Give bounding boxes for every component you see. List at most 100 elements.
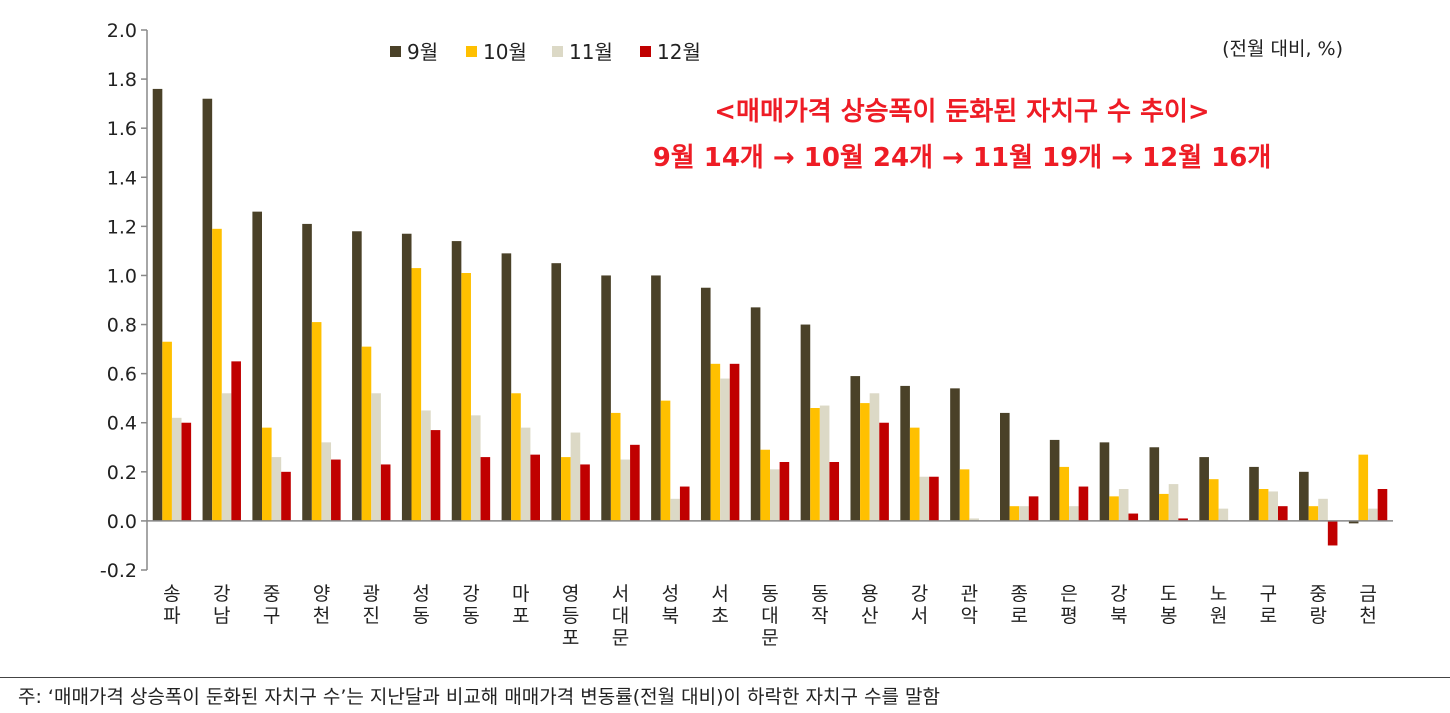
bar-9월-도봉: [1149, 447, 1160, 521]
bar-12월-동대문: [779, 462, 790, 521]
bar-10월-관악: [959, 469, 970, 521]
bar-11월-성북: [670, 498, 680, 521]
bar-9월-노원: [1199, 457, 1209, 521]
bar-11월-동작: [819, 405, 830, 521]
bar-9월-은평: [1049, 439, 1060, 521]
bar-9월-중랑: [1299, 471, 1309, 521]
bar-12월-강서: [929, 476, 939, 521]
bar-9월-서초: [700, 287, 711, 521]
y-tick-label: 1.0: [107, 265, 137, 287]
bar-10월-강서: [909, 427, 920, 521]
bar-12월-광진: [380, 464, 391, 521]
bar-9월-성북: [651, 275, 661, 521]
bar-12월-서초: [729, 363, 740, 521]
bar-12월-중구: [281, 471, 291, 521]
bar-10월-광진: [361, 346, 372, 521]
bar-11월-강남: [221, 393, 232, 521]
bar-10월-종로: [1009, 506, 1020, 521]
bar-11월-금천: [1368, 508, 1378, 521]
bar-11월-서초: [720, 378, 730, 521]
bar-10월-성동: [411, 268, 422, 521]
footnote: 주: ‘매매가격 상승폭이 둔화된 자치구 수’는 지난달과 비교해 매매가격 …: [18, 686, 940, 708]
bar-12월-은평: [1078, 486, 1089, 521]
bar-10월-도봉: [1159, 493, 1169, 521]
legend-swatch-11월: [552, 46, 563, 57]
bar-9월-서대문: [601, 275, 611, 521]
bar-9월-동작: [800, 324, 811, 521]
legend-swatch-10월: [466, 46, 477, 57]
bar-12월-마포: [530, 454, 540, 521]
bar-10월-은평: [1059, 466, 1070, 521]
bar-11월-관악: [969, 518, 979, 521]
bar-11월-광진: [371, 393, 381, 521]
bar-9월-양천: [302, 223, 312, 521]
y-tick-label: 0.4: [107, 413, 137, 435]
bar-12월-금천: [1377, 489, 1388, 521]
bar-9월-용산: [850, 376, 861, 521]
y-tick-label: 0.8: [107, 315, 137, 337]
bar-11월-양천: [321, 442, 332, 521]
bar-11월-중랑: [1318, 498, 1328, 521]
bar-10월-강동: [461, 273, 471, 521]
bar-11월-중구: [271, 457, 282, 521]
y-tick-label: 1.2: [107, 216, 137, 238]
bar-12월-중랑: [1327, 520, 1338, 546]
bar-9월-강동: [451, 241, 462, 521]
bar-10월-중랑: [1308, 506, 1319, 521]
bar-10월-성북: [660, 400, 671, 521]
bar-9월-마포: [501, 253, 512, 521]
bar-11월-구로: [1268, 491, 1278, 521]
bar-12월-구로: [1278, 506, 1288, 521]
category-labels: 송 파 강 남 중 구 양 천 광 진 성 동 강 동 마 포 영 등 포 서 대 문 성 북 서 초 동 대 문 동 작 용 산 강 서 관 악 종 로 은…: [163, 583, 1377, 649]
bar-12월-강남: [231, 361, 241, 521]
bar-11월-서대문: [620, 459, 631, 521]
bar-10월-금천: [1358, 454, 1369, 521]
bar-10월-강북: [1109, 496, 1119, 521]
y-tick-label: -0.2: [100, 560, 137, 582]
y-tick-label: 0.2: [107, 462, 137, 484]
bar-9월-성동: [401, 233, 412, 521]
bar-10월-강남: [212, 228, 222, 521]
bar-9월-종로: [1000, 412, 1010, 521]
legend-label: 11월: [569, 40, 613, 64]
bar-10월-송파: [162, 341, 172, 521]
bar-12월-서대문: [630, 444, 640, 521]
bar-10월-양천: [311, 322, 322, 521]
bar-12월-강북: [1128, 513, 1139, 521]
bar-10월-서초: [710, 363, 721, 521]
bar-10월-동작: [810, 408, 820, 521]
legend-label: 12월: [657, 40, 701, 64]
bar-12월-동작: [829, 462, 840, 521]
bar-11월-강서: [919, 476, 930, 521]
bar-9월-관악: [950, 388, 960, 521]
bar-9월-구로: [1249, 466, 1259, 521]
bar-12월-도봉: [1178, 518, 1188, 521]
bar-12월-양천: [331, 459, 341, 521]
bar-12월-용산: [879, 422, 889, 521]
y-tick-label: 1.4: [107, 167, 137, 189]
legend-swatch-12월: [640, 46, 651, 57]
bar-12월-종로: [1028, 496, 1039, 521]
annotation-line-1: <매매가격 상승폭이 둔화된 자치구 수 추이>: [714, 97, 1209, 127]
bar-11월-종로: [1019, 506, 1029, 521]
y-tick-label: 2.0: [107, 20, 137, 42]
bar-12월-성북: [679, 486, 690, 521]
bar-9월-강북: [1099, 442, 1110, 521]
y-tick-label: 1.6: [107, 118, 137, 140]
bars: [152, 88, 1388, 546]
bar-11월-마포: [520, 427, 531, 521]
bar-9월-광진: [352, 231, 362, 521]
